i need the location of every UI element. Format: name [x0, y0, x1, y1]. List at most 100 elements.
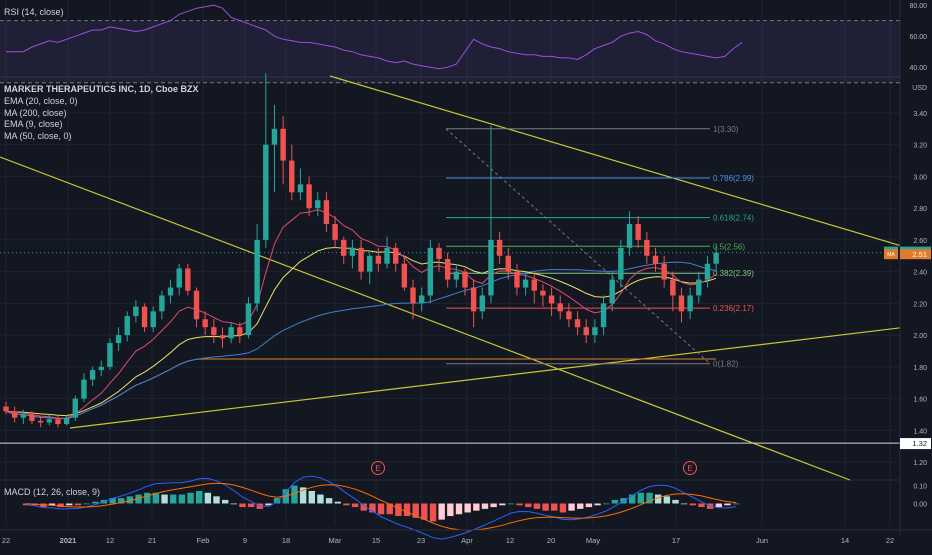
candle-body[interactable]: [63, 417, 70, 425]
candle-body[interactable]: [418, 295, 425, 304]
candle-body[interactable]: [514, 271, 520, 288]
candle-body[interactable]: [159, 295, 165, 312]
price-pane[interactable]: 1(3.30) 0.786(2.99) 0.618(2.74) 0.5(2.56) 0.…: [0, 73, 932, 481]
candle-body[interactable]: [427, 247, 434, 296]
candle-body[interactable]: [289, 160, 295, 193]
candle-body[interactable]: [55, 419, 61, 425]
candle-body[interactable]: [185, 268, 191, 291]
candle-body[interactable]: [479, 295, 485, 312]
candle-body[interactable]: [470, 287, 477, 312]
candle-body[interactable]: [202, 319, 208, 328]
earnings-marker[interactable]: [683, 461, 697, 475]
candle-body[interactable]: [384, 247, 390, 264]
candle-body[interactable]: [496, 239, 503, 256]
candle-body[interactable]: [358, 247, 364, 272]
candle-body[interactable]: [228, 327, 234, 339]
candle-body[interactable]: [20, 414, 27, 418]
candle-body[interactable]: [713, 252, 719, 264]
earnings-marker[interactable]: [371, 461, 385, 475]
legend-ma200[interactable]: MA (200, close): [4, 107, 67, 118]
candle-body[interactable]: [592, 327, 598, 336]
time-axis[interactable]: 22 2021 12 21 Feb 9 18 Mar 15 23 Apr 12 20 May 17 Jun 14…: [0, 529, 932, 545]
candle-body[interactable]: [548, 295, 555, 304]
candle-body[interactable]: [367, 255, 373, 272]
candle-body[interactable]: [401, 263, 408, 288]
candle-body[interactable]: [644, 239, 650, 256]
candle-body[interactable]: [462, 271, 468, 288]
candle-body[interactable]: [306, 184, 312, 209]
candle-body[interactable]: [341, 239, 347, 256]
legend-ema20[interactable]: EMA (20, close, 0): [4, 95, 78, 106]
candle-body[interactable]: [237, 327, 243, 336]
candle-body[interactable]: [150, 311, 156, 328]
candle-body[interactable]: [349, 247, 356, 256]
candle-body[interactable]: [141, 306, 148, 328]
trendline-support[interactable]: [69, 323, 932, 429]
trendline-upper[interactable]: [329, 75, 932, 256]
candle-body[interactable]: [332, 224, 338, 240]
candle-body[interactable]: [315, 200, 321, 209]
candle-body[interactable]: [444, 258, 451, 280]
level-tag[interactable]: [900, 438, 931, 450]
candle-body[interactable]: [133, 306, 139, 317]
candle-body[interactable]: [635, 224, 641, 240]
candle-body[interactable]: [280, 128, 286, 161]
candle-body[interactable]: [46, 419, 52, 423]
candle-body[interactable]: [652, 255, 659, 264]
candle-body[interactable]: [436, 247, 442, 259]
candle-body[interactable]: [271, 128, 278, 145]
candle-body[interactable]: [323, 200, 330, 225]
candle-body[interactable]: [453, 271, 460, 280]
candle-body[interactable]: [81, 379, 87, 399]
candle-body[interactable]: [115, 335, 122, 344]
candle-body[interactable]: [375, 255, 382, 264]
candle-body[interactable]: [124, 316, 130, 336]
trendline-falling[interactable]: [0, 156, 851, 481]
candle-body[interactable]: [687, 295, 693, 312]
candle-body[interactable]: [531, 279, 537, 291]
candle-body[interactable]: [263, 144, 269, 240]
candle-body[interactable]: [609, 279, 615, 304]
ma-value-tag[interactable]: [900, 249, 931, 260]
candle-body[interactable]: [696, 279, 702, 296]
candle-body[interactable]: [176, 268, 182, 288]
candle-body[interactable]: [72, 398, 78, 418]
candle-body[interactable]: [704, 263, 711, 280]
candle-body[interactable]: [29, 414, 35, 421]
candle-body[interactable]: [678, 295, 685, 312]
legend-ema9[interactable]: EMA (9, close): [4, 119, 63, 130]
candle-body[interactable]: [583, 327, 589, 336]
macd-histogram-bar: [377, 503, 385, 515]
candle-body[interactable]: [410, 287, 416, 304]
candle-body[interactable]: [3, 406, 9, 412]
candle-body[interactable]: [566, 311, 572, 320]
candle-body[interactable]: [505, 255, 511, 272]
candle-body[interactable]: [661, 263, 667, 280]
candle-body[interactable]: [219, 335, 226, 339]
candle-body[interactable]: [98, 366, 104, 371]
candle-body[interactable]: [107, 343, 113, 367]
candle-body[interactable]: [37, 420, 44, 423]
candle-body[interactable]: [488, 239, 494, 296]
candle-body[interactable]: [11, 411, 18, 418]
candle-body[interactable]: [245, 303, 252, 336]
candle-body[interactable]: [670, 279, 676, 296]
legend-ma50[interactable]: MA (50, close, 0): [4, 131, 72, 142]
candle-body[interactable]: [193, 290, 200, 320]
candle-body[interactable]: [557, 303, 563, 312]
candle-body[interactable]: [574, 319, 581, 328]
candle-body[interactable]: [626, 224, 633, 248]
candle-body[interactable]: [89, 370, 96, 380]
candle-body[interactable]: [540, 290, 546, 296]
candle-body[interactable]: [522, 279, 529, 288]
price-axis[interactable]: 80.00 60.00 40.00 USD 3.40 3.20 3.00 2.80 2.60 2.…: [884, 0, 932, 550]
candle-body[interactable]: [297, 184, 304, 193]
candle-body[interactable]: [167, 287, 174, 296]
candle-body[interactable]: [254, 239, 260, 304]
candle-body[interactable]: [618, 247, 624, 280]
candle-body[interactable]: [393, 247, 399, 264]
candle-body[interactable]: [600, 303, 607, 328]
candle-body[interactable]: [211, 327, 217, 336]
